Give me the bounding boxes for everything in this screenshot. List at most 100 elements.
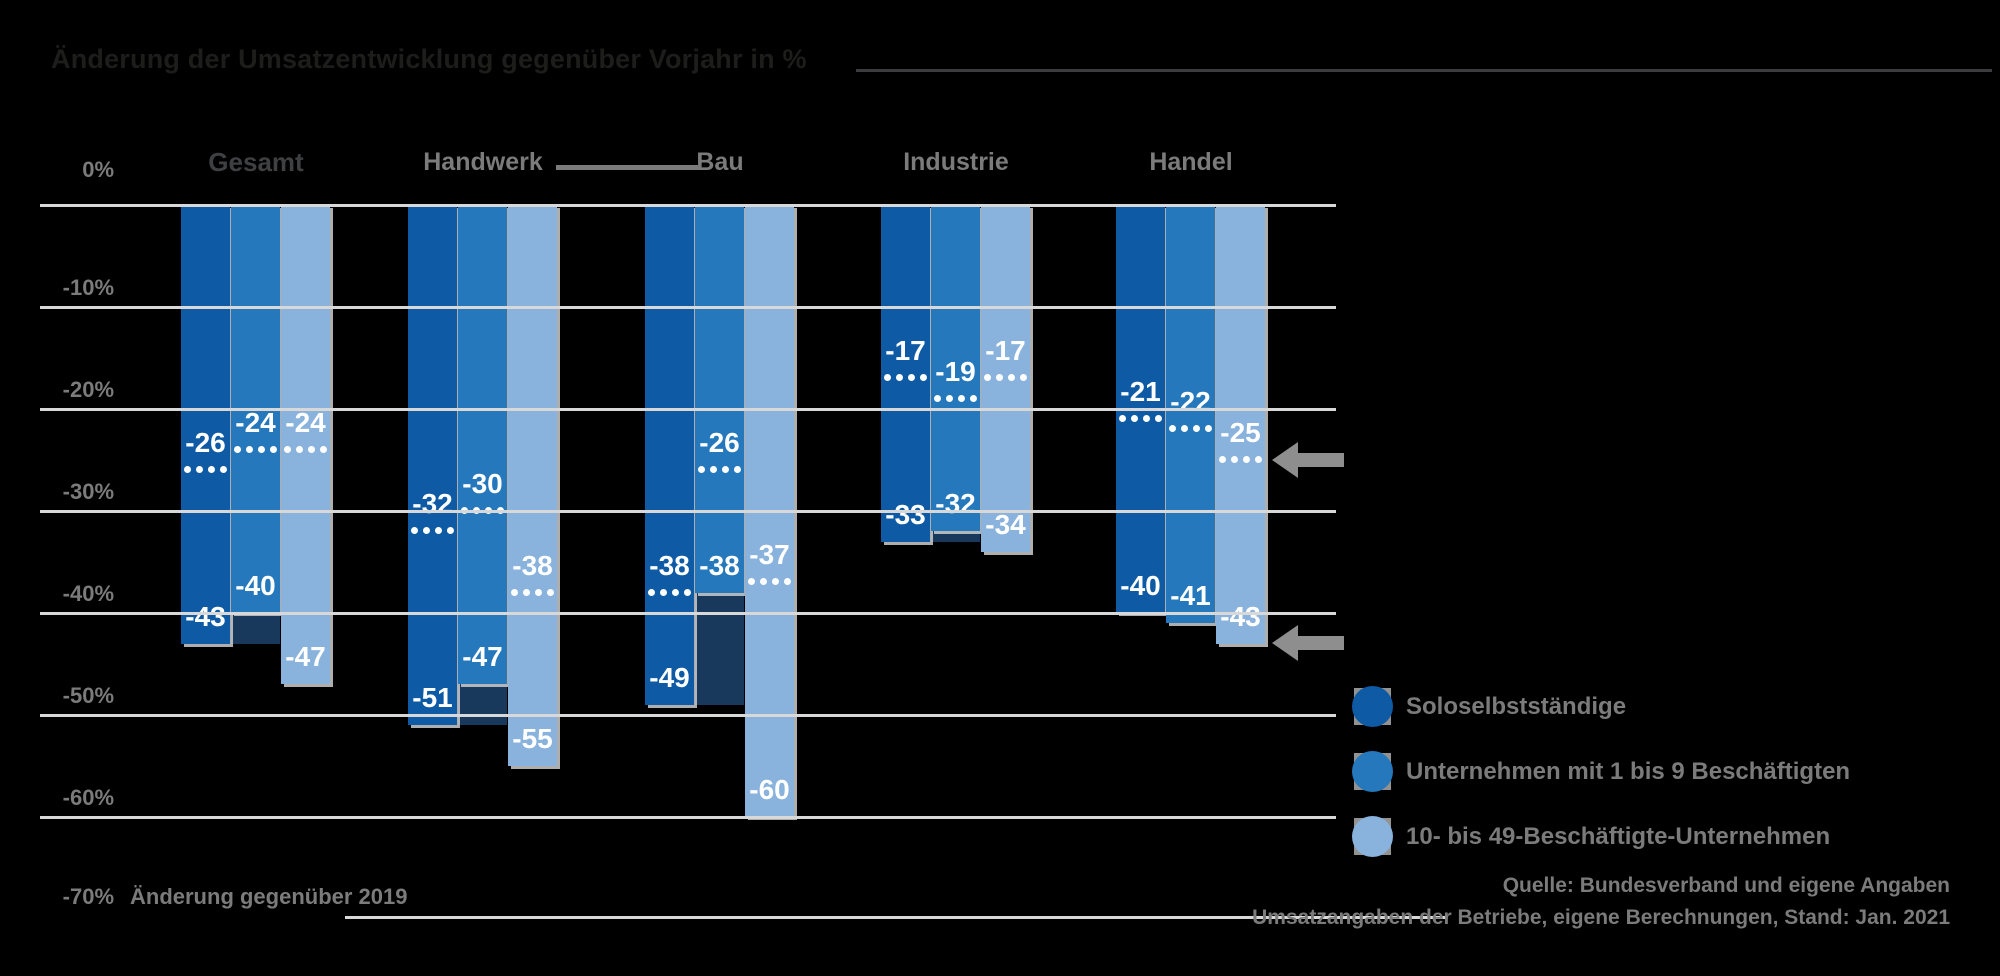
y-axis-tick-label: -60% <box>62 785 114 810</box>
bar <box>695 205 744 593</box>
y-axis-tick-label: -10% <box>62 275 114 300</box>
dotted-level-line <box>934 394 977 402</box>
chart-title: Änderung der Umsatzentwicklung gegenüber… <box>51 44 807 74</box>
dotted-value-label: -30 <box>462 468 503 499</box>
dotted-value-label: -22 <box>1170 386 1211 418</box>
dotted-value-label: -17 <box>985 335 1026 367</box>
dotted-value-label: -21 <box>1120 376 1161 408</box>
bar <box>1216 205 1265 644</box>
arrow-head <box>1272 625 1298 661</box>
y-axis-bottom-label: -70% <box>62 884 114 909</box>
bar-value-label: -40 <box>235 570 276 601</box>
dotted-level-line <box>1169 425 1212 433</box>
bar <box>181 205 230 644</box>
bar-value-label: -49 <box>649 661 690 693</box>
gridline <box>40 306 1336 309</box>
gridline <box>40 510 1336 513</box>
bar <box>281 205 330 685</box>
gridline <box>40 714 1336 717</box>
footnote-text: Änderung gegenüber 2019 <box>130 884 408 909</box>
category-connector-line <box>556 165 698 170</box>
gridline <box>40 408 1336 411</box>
dotted-level-line <box>511 588 554 596</box>
arrow-left-icon <box>1272 442 1344 478</box>
bar-value-label: -51 <box>412 682 453 714</box>
dotted-level-line <box>1119 415 1162 423</box>
y-axis-tick-label: -30% <box>62 479 114 504</box>
legend-marker-medium-blue <box>1352 751 1393 792</box>
category-label: Gesamt <box>208 147 304 177</box>
dotted-value-label: -38 <box>649 549 690 581</box>
dotted-value-label: -17 <box>885 335 926 367</box>
bar-value-label: -34 <box>985 508 1026 540</box>
dotted-level-line <box>184 466 227 474</box>
bar <box>645 205 694 705</box>
legend-item-light: 10- bis 49-Beschäftigte-Unternehmen <box>1352 816 1972 858</box>
dotted-value-label: -25 <box>1220 417 1261 448</box>
arrow-left-icon <box>1272 625 1344 661</box>
bar-value-label: -38 <box>699 549 740 581</box>
y-axis-tick-label: -20% <box>62 377 114 402</box>
bar <box>508 205 557 766</box>
dotted-value-label: -26 <box>699 427 740 459</box>
legend-label: Soloselbstständige <box>1406 693 1627 720</box>
arrow-tail <box>1296 453 1344 467</box>
bar-overlap-shadow <box>695 592 744 705</box>
dotted-value-label: -19 <box>935 355 976 387</box>
y-axis-zero-label: 0% <box>82 157 114 182</box>
bar-value-label: -33 <box>885 498 926 530</box>
arrow-head <box>1272 442 1298 478</box>
bar-overlap-shadow <box>231 613 280 644</box>
dotted-value-label: -37 <box>749 539 790 571</box>
category-label: Handwerk <box>423 148 543 176</box>
y-axis-tick-label: -40% <box>62 581 114 606</box>
dotted-level-line <box>648 588 691 596</box>
bar <box>881 205 930 542</box>
legend-label: 10- bis 49-Beschäftigte-Unternehmen <box>1406 823 1831 850</box>
bottom-rule-line <box>345 916 1445 919</box>
arrow-tail <box>1296 636 1344 650</box>
dotted-level-line <box>884 374 927 382</box>
dotted-value-label: -24 <box>235 406 276 438</box>
dotted-value-label: -38 <box>512 549 553 581</box>
dotted-level-line <box>411 527 454 535</box>
bar-value-label: -47 <box>462 641 503 673</box>
gridline <box>40 612 1336 615</box>
category-label: Industrie <box>903 148 1009 176</box>
bar-value-label: -41 <box>1170 580 1211 612</box>
y-axis-tick-label: -50% <box>62 683 114 708</box>
legend-marker-light-blue <box>1352 816 1393 857</box>
legend-marker-dark-blue <box>1352 686 1393 727</box>
category-label: Bau <box>696 148 744 176</box>
title-rule-line <box>856 69 1992 72</box>
legend-item-medium: Unternehmen mit 1 bis 9 Beschäftigten <box>1352 751 1972 793</box>
dotted-value-label: -26 <box>185 427 226 459</box>
dotted-value-label: -24 <box>285 406 326 438</box>
dotted-level-line <box>1219 456 1262 463</box>
source-line-2: Umsatzangaben der Betriebe, eigene Berec… <box>1252 906 1950 929</box>
bar-value-label: -60 <box>749 774 790 805</box>
dotted-level-line <box>284 445 327 453</box>
legend-item-dark: Soloselbstständige <box>1352 686 1972 728</box>
bar-value-label: -47 <box>285 641 326 673</box>
bar <box>458 205 507 685</box>
bar-value-label: -43 <box>1220 600 1261 632</box>
legend-label: Unternehmen mit 1 bis 9 Beschäftigten <box>1406 758 1851 785</box>
gridline <box>40 204 1336 207</box>
dotted-level-line <box>698 466 741 474</box>
bar <box>931 205 980 532</box>
dotted-level-line <box>984 374 1027 382</box>
gridline <box>40 816 1336 819</box>
bar-value-label: -43 <box>185 600 226 632</box>
bar-overlap-shadow <box>931 531 980 542</box>
category-label: Handel <box>1149 148 1233 176</box>
bar-value-label: -55 <box>512 723 553 754</box>
dotted-level-line <box>234 445 277 453</box>
bar <box>408 205 457 726</box>
source-line-1: Quelle: Bundesverband und eigene Angaben <box>1502 874 1950 897</box>
bar-overlap-shadow <box>458 684 507 726</box>
bar <box>1166 205 1215 624</box>
bar-value-label: -40 <box>1120 570 1161 601</box>
dotted-level-line <box>748 578 791 586</box>
bar-value-label: -32 <box>935 488 976 520</box>
